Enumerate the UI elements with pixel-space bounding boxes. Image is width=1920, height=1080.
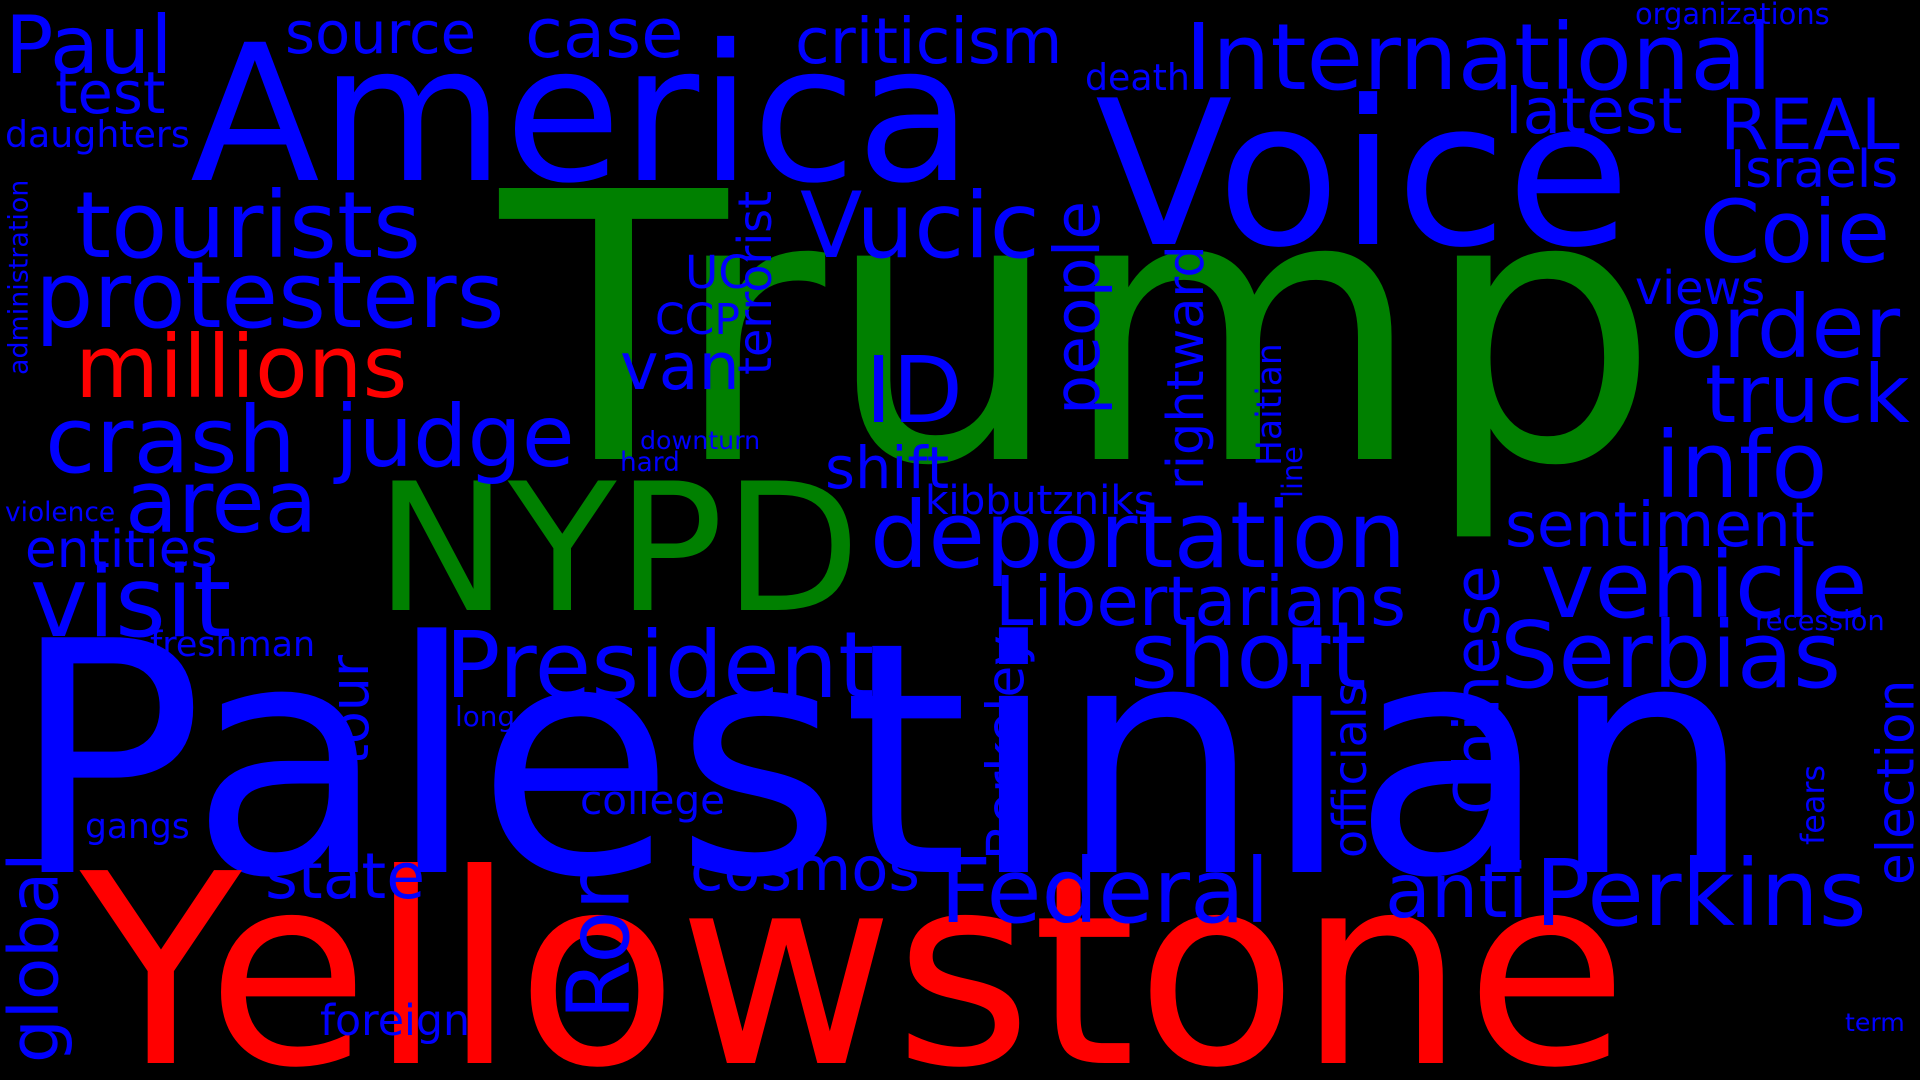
word-ccp: CCP [655,296,740,345]
word-vehicle: vehicle [1540,532,1868,639]
word-yellowstone: Yellowstone [80,818,1628,1080]
word-long: long [455,700,515,733]
word-palestinian: Palestinian [10,573,1754,948]
word-global: global [0,852,75,1063]
word-president: President [445,612,875,719]
word-latest: latest [1505,74,1683,148]
word-serbias: Serbias [1500,602,1842,709]
word-source: source [285,0,476,67]
word-terrorist: terrorist [728,190,782,375]
word-libertarians: Libertarians [995,562,1407,642]
word-administration: administration [3,179,35,376]
word-short: short [1130,602,1367,709]
word-truck: truck [1705,348,1910,441]
word-election: election [1866,679,1920,886]
word-nypd: NYPD [375,445,861,652]
word-order: order [1670,278,1901,378]
word-millions: millions [75,318,408,418]
word-gangs: gangs [85,807,190,847]
word-federal: Federal [940,840,1270,944]
word-views: views [1635,261,1766,315]
word-perkins: Perkins [1535,840,1867,947]
word-uc: UC [685,246,751,299]
word-vucic: Vucic [800,172,1040,279]
word-anti: anti [1385,848,1529,935]
word-paul: Paul [5,0,173,92]
word-ron: Ron [548,855,650,1020]
word-van: van [620,329,740,405]
word-daughters: daughters [5,113,190,156]
word-test: test [55,60,166,127]
word-people: people [1039,200,1114,415]
word-cosmos: cosmos [690,835,920,905]
word-area: area [125,453,318,553]
word-foreign: foreign [320,996,471,1046]
word-college: college [580,776,726,824]
word-line: line [1275,446,1310,499]
word-visit: visit [30,546,232,660]
word-term: term [1845,1008,1905,1037]
word-state: state [265,839,426,913]
word-rightward: rightward [1157,245,1217,490]
word-israels: Israels [1730,140,1899,200]
word-freshman: freshman [150,625,316,665]
word-hard: hard [620,448,680,478]
word-fears: fears [1794,764,1833,846]
word-violence: violence [5,497,116,528]
word-organizations: organizations [1635,0,1830,31]
word-real: REAL [1720,84,1900,166]
word-recession: recession [1755,606,1885,637]
word-tourists: tourists [75,172,421,279]
word-protesters: protesters [35,242,505,349]
word-shift: shift [825,435,950,502]
word-criticism: criticism [795,4,1063,78]
word-sentiment: sentiment [1505,490,1815,561]
word-entities: entities [25,520,218,580]
word-officials: officials [1323,682,1377,858]
word-international: International [1185,4,1773,111]
word-info: info [1655,412,1828,519]
word-america: America [190,4,973,225]
word-deportation: deportation [870,482,1407,589]
word-trump: Trump [500,114,1660,547]
word-death: death [1085,56,1190,99]
word-id: ID [865,337,963,444]
word-berkeley: Berkeley [976,635,1037,860]
word-judge: judge [335,387,575,487]
word-crash: crash [45,387,297,494]
word-downturn: downturn [640,426,761,455]
word-kibbutzniks: kibbutzniks [925,476,1155,524]
word-case: case [525,0,684,74]
word-coie: Coie [1700,183,1891,283]
word-chinese: Chinese [1440,565,1514,815]
word-tour: tour [318,655,382,765]
word-voice: Voice [1095,58,1631,292]
